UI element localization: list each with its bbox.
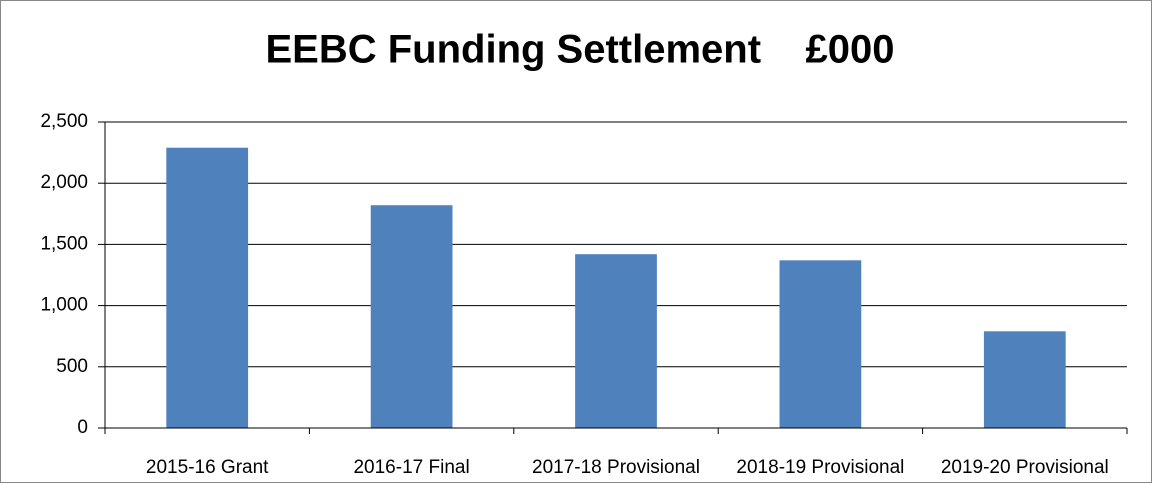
x-tick-label: 2018-19 Provisional [736,457,904,478]
bar [370,205,453,428]
y-tick-label: 2,000 [40,172,88,193]
y-tick-label: 1,000 [40,295,88,316]
y-tick-label: 500 [56,356,88,377]
bar [983,331,1066,428]
y-tick-label: 1,500 [40,233,88,254]
x-tick-label: 2017-18 Provisional [532,457,700,478]
x-tick-label: 2019-20 Provisional [941,457,1109,478]
x-tick-label: 2016-17 Final [353,457,469,478]
chart-title: EEBC Funding Settlement £000 [265,28,894,72]
bar [575,254,657,428]
x-tick-label: 2015-16 Grant [146,457,269,478]
y-tick-label: 2,500 [40,111,88,132]
bar [166,147,249,429]
bar [779,260,862,428]
y-tick-label: 0 [77,417,88,438]
